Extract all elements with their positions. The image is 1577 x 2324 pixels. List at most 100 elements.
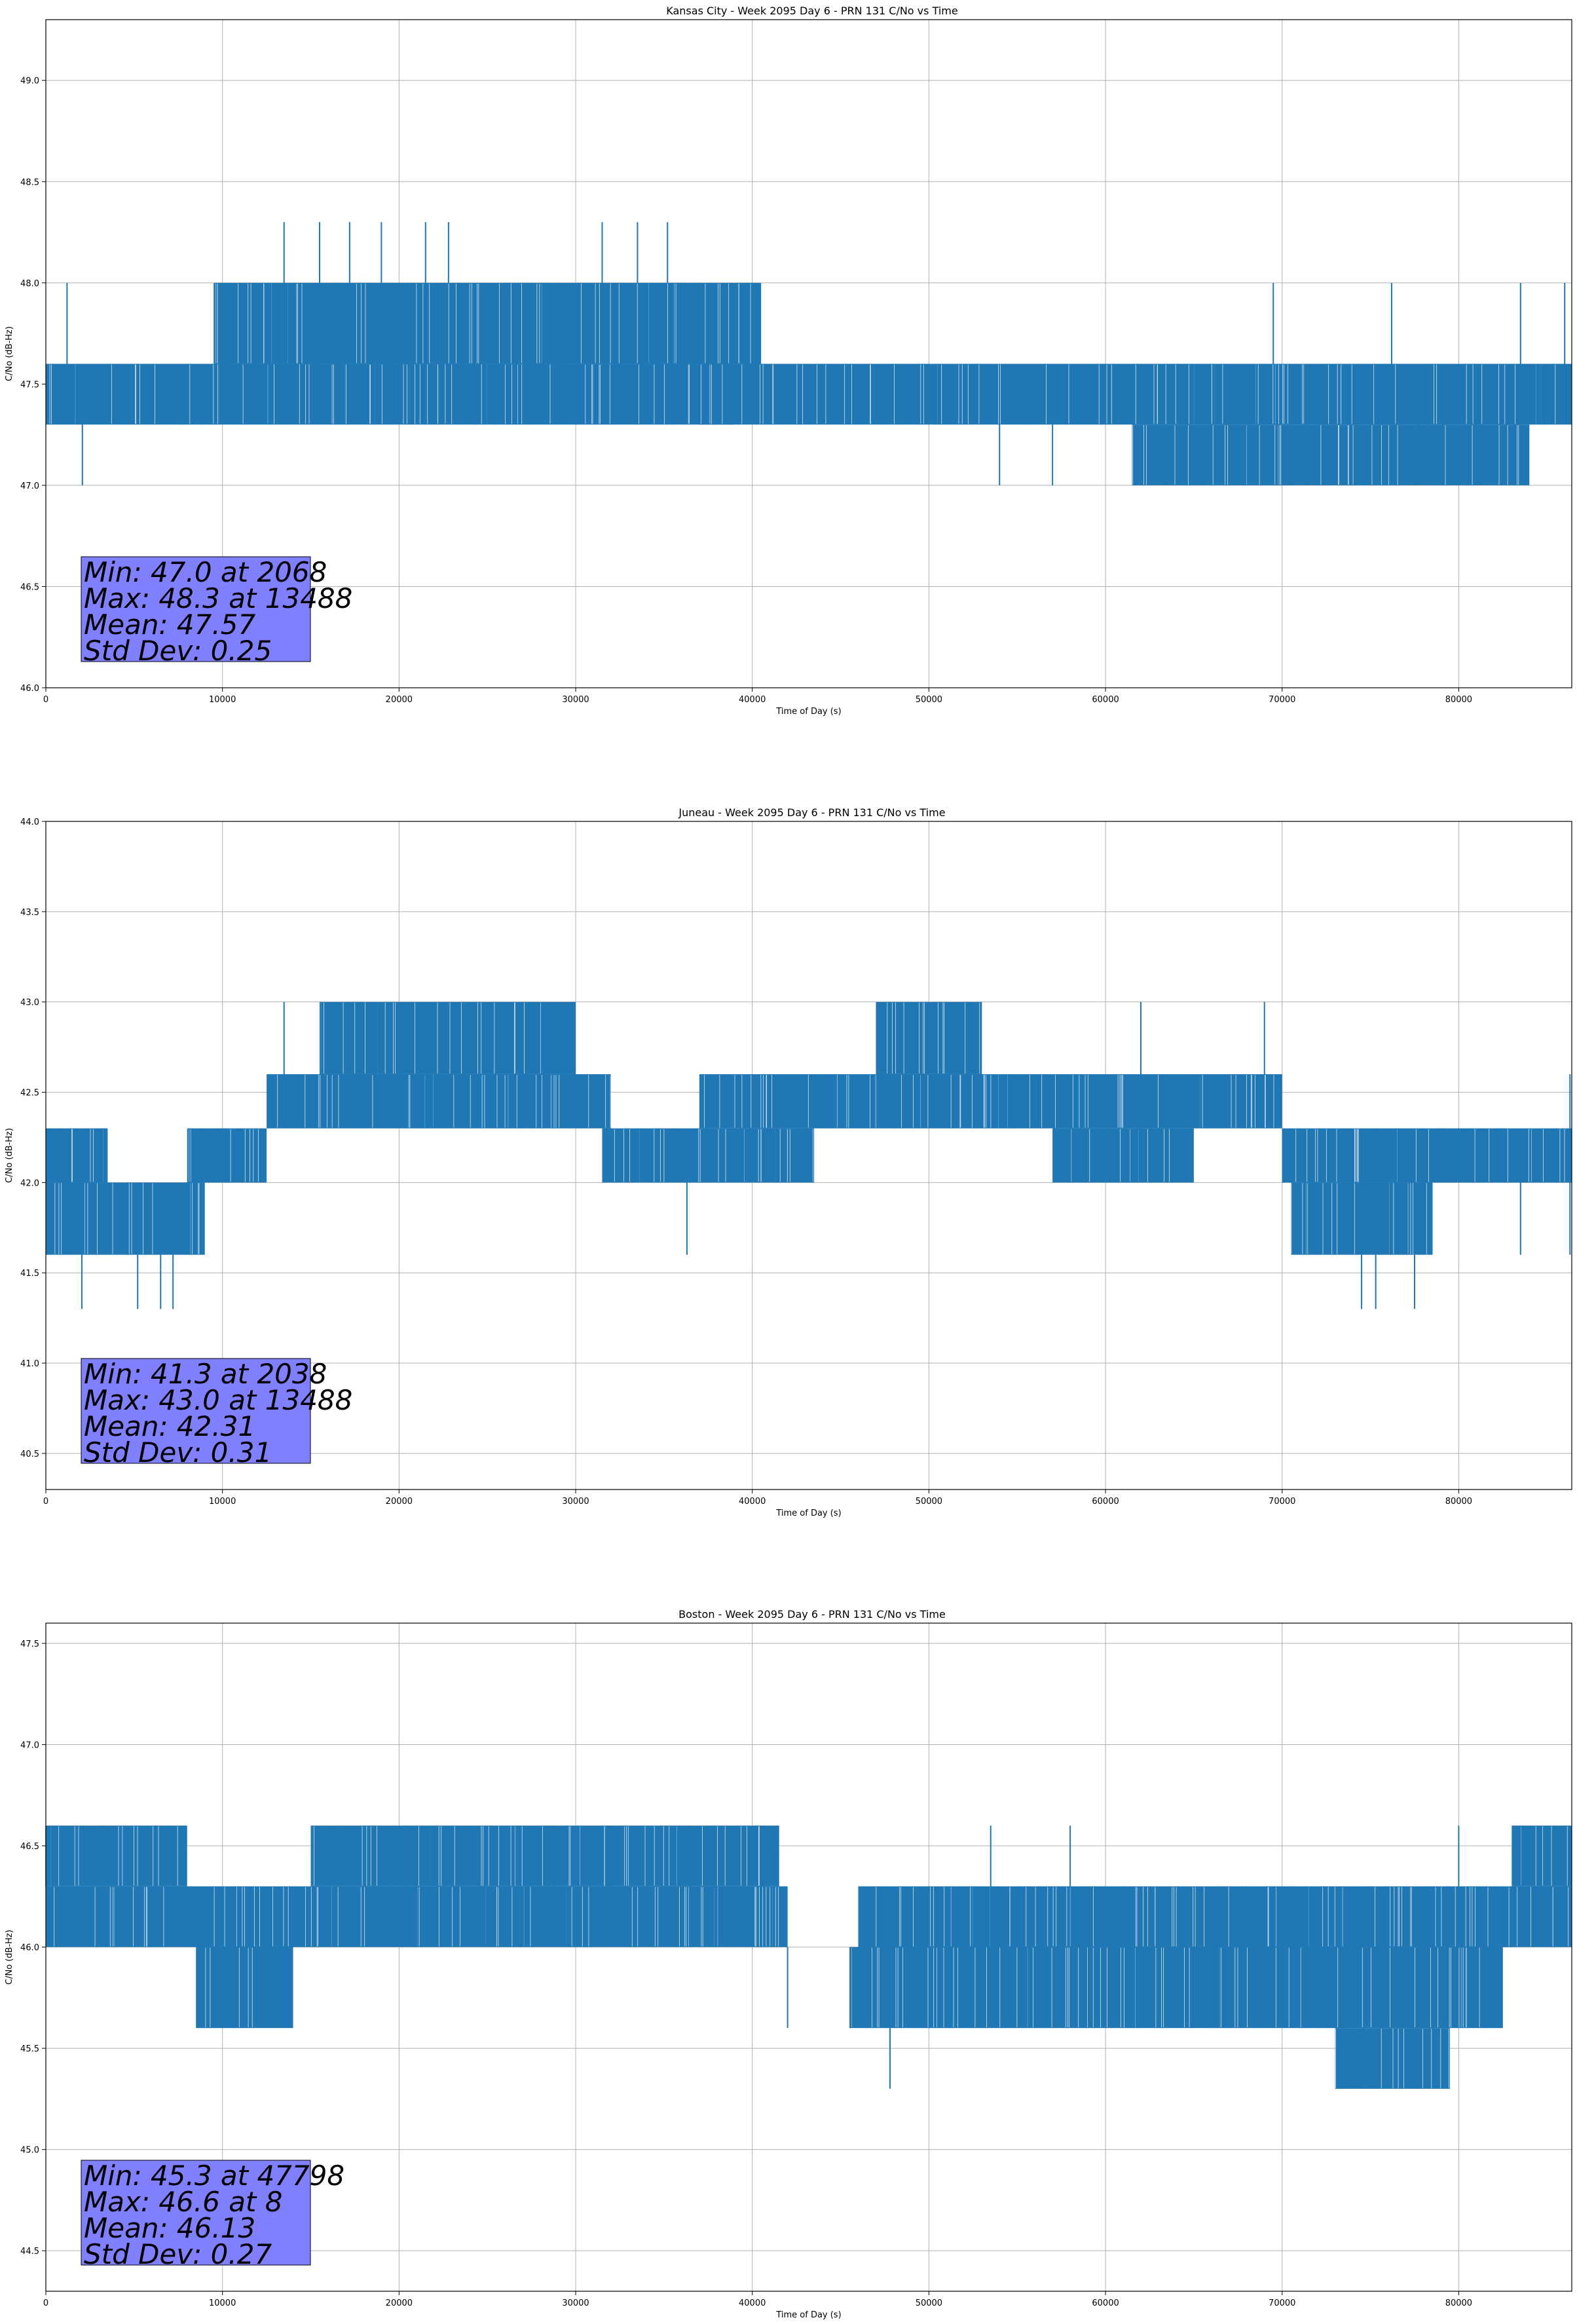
series-transitions [1518,1826,1570,1886]
series-band [858,1886,1572,1947]
series-band [46,1182,205,1255]
series-band [1512,1826,1572,1886]
stats-box-background [81,556,311,662]
series-transitions [882,1886,1564,1947]
series-band-gaps [887,1002,980,1074]
series-band [213,282,762,364]
y-tick-label: 47.0 [20,1740,39,1750]
x-tick-label: 70000 [1269,2298,1295,2308]
y-ticks: 44.5 45.0 45.5 46.0 46.5 47.0 47.5 [20,1640,46,2257]
series-band-gaps [851,1947,1480,2028]
series-transitions [272,1074,610,1129]
x-tick-label: 0 [43,1497,48,1507]
series-transitions [712,364,1569,425]
y-tick-label: 44.0 [20,817,39,827]
x-tick-label: 10000 [209,695,236,705]
y-tick-label: 40.5 [20,1450,39,1459]
series-band-gaps [314,1826,764,1886]
series-band [1282,1128,1572,1183]
y-axis-label: C/No (dB-Hz) [5,1930,14,1985]
series-band [46,1128,108,1183]
stats-box: Min: 41.3 at 2038 Max: 43.0 at 13488 Mea… [81,1358,352,1469]
series-band [196,1947,293,2029]
x-ticks: 0 10000 20000 30000 40000 50000 60000 70000 8000… [43,688,1472,705]
y-tick-label: 48.5 [20,178,39,187]
stat-min: Min: 47.0 at 2068 [84,556,327,588]
x-tick-label: 80000 [1445,1497,1472,1507]
series-transitions [883,1002,982,1074]
x-tick-label: 30000 [562,1497,589,1507]
panel-juneau: Juneau - Week 2095 Day 6 - PRN 131 C/No … [5,806,1572,1518]
x-tick-label: 0 [43,2298,48,2308]
stat-std-dev: Std Dev: 0.25 [84,635,272,667]
x-tick-label: 10000 [209,2298,236,2308]
series-band [46,364,735,425]
y-tick-label: 45.0 [20,2146,39,2156]
y-tick-label: 43.5 [20,908,39,918]
series-band [319,1002,576,1074]
series-transitions [49,1826,174,1886]
chart-title: Juneau - Week 2095 Day 6 - PRN 131 C/No … [678,806,945,819]
chart-title: Boston - Week 2095 Day 6 - PRN 131 C/No … [678,1608,946,1621]
stats-box: Min: 45.3 at 47798 Max: 46.6 at 8 Mean: … [81,2160,344,2270]
stat-max: Max: 48.3 at 13488 [84,582,352,614]
x-tick-label: 50000 [916,2298,942,2308]
series-transitions [68,1886,772,1947]
series-band-gaps [1295,1129,1565,1182]
y-axis-label: C/No (dB-Hz) [5,1128,14,1183]
stat-max: Max: 43.0 at 13488 [84,1384,352,1416]
series-transitions [47,1128,103,1183]
x-tick-label: 40000 [739,2298,766,2308]
series-transitions [1301,1182,1433,1255]
y-tick-label: 46.0 [20,1943,39,1953]
series-transitions [216,282,749,364]
series-band [1052,1128,1194,1183]
plot-frame [45,19,1572,688]
data-layer [46,1002,1572,1309]
y-tick-label: 46.5 [20,1842,39,1852]
series-band [1335,2028,1450,2089]
x-tick-label: 50000 [916,1497,942,1507]
series-transitions [709,1074,1268,1129]
y-tick-label: 42.0 [20,1178,39,1188]
series-band [876,1002,982,1074]
panel-kansas-city: Kansas City - Week 2095 Day 6 - PRN 131 … [5,5,1572,717]
y-ticks: 40.5 41.0 41.5 42.0 42.5 43.0 43.5 44.0 [20,817,46,1459]
series-transitions [331,1826,779,1886]
y-tick-label: 45.5 [20,2044,39,2054]
x-tick-label: 50000 [916,695,942,705]
x-axis-label: Time of Day (s) [775,2310,841,2320]
panel-boston: Boston - Week 2095 Day 6 - PRN 131 C/No … [5,1608,1572,2320]
x-tick-label: 30000 [562,2298,589,2308]
stats-box-background [81,1358,311,1464]
plot-frame [45,821,1572,1490]
stats-box: Min: 47.0 at 2068 Max: 48.3 at 13488 Mea… [81,556,352,667]
series-transitions [320,1002,572,1074]
x-tick-label: 20000 [386,1497,413,1507]
stat-max: Max: 46.6 at 8 [84,2186,282,2218]
plot-area: 0 10000 20000 30000 40000 50000 60000 70000 8000… [20,19,1572,705]
series-band [602,1128,815,1183]
x-tick-label: 20000 [386,695,413,705]
y-tick-label: 42.5 [20,1089,39,1098]
series-band [1132,424,1530,485]
x-tick-label: 40000 [739,1497,766,1507]
series-transitions [1282,1128,1571,1183]
x-tick-label: 20000 [386,2298,413,2308]
x-ticks: 0 10000 20000 30000 40000 50000 60000 70000 8000… [43,1490,1472,1507]
series-band [849,1947,1503,2029]
series-transitions [606,1128,807,1183]
stat-mean: Mean: 47.57 [84,609,255,641]
x-tick-label: 70000 [1269,1497,1295,1507]
chart-title: Kansas City - Week 2095 Day 6 - PRN 131 … [666,5,957,17]
series-band-gaps [320,1002,541,1074]
y-tick-label: 44.5 [20,2247,39,2257]
x-ticks: 0 10000 20000 30000 40000 50000 60000 70000 8000… [43,2291,1472,2308]
x-tick-label: 60000 [1092,695,1119,705]
y-tick-label: 46.0 [20,684,39,694]
data-layer [46,222,1572,485]
x-tick-label: 80000 [1445,695,1472,705]
x-tick-label: 0 [43,695,48,705]
plot-area: 0 10000 20000 30000 40000 50000 60000 70000 8000… [20,1622,1572,2308]
series-band-gaps [205,1947,253,2028]
